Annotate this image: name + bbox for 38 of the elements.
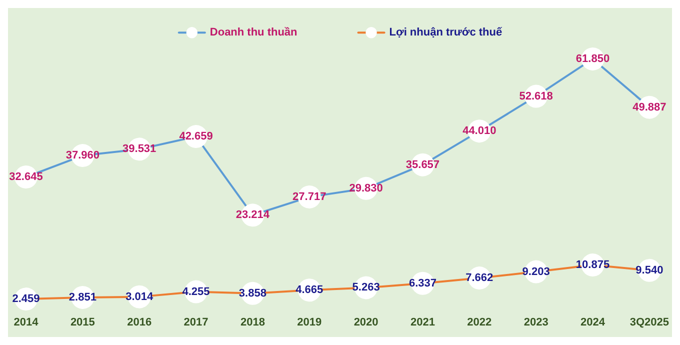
data-label: 39.531: [122, 143, 156, 156]
data-label: 7.662: [466, 272, 494, 284]
x-tick-label: 3Q2025: [630, 316, 670, 328]
x-tick-label: 2018: [240, 316, 265, 328]
data-label: 29.830: [349, 182, 383, 194]
data-label: 5.263: [352, 282, 380, 294]
data-label: 4.255: [182, 286, 210, 298]
x-tick-label: 2015: [70, 316, 95, 328]
data-label: 3.858: [238, 287, 266, 300]
data-label: 32.645: [9, 171, 43, 184]
x-tick-label: 2022: [467, 316, 492, 328]
legend-label: Doanh thu thuần: [210, 26, 298, 39]
x-tick-label: 2024: [580, 316, 606, 328]
data-label: 44.010: [462, 125, 496, 138]
data-label: 27.717: [292, 190, 326, 203]
x-tick-label: 2019: [297, 316, 322, 328]
x-tick-label: 2023: [524, 316, 548, 328]
data-label: 3.014: [126, 290, 154, 303]
data-label: 2.851: [68, 291, 96, 304]
data-label: 61.850: [576, 52, 610, 65]
data-label: 42.659: [179, 130, 213, 143]
data-label: 37.960: [66, 150, 100, 162]
data-label: 9.540: [636, 264, 664, 276]
data-label: 35.657: [406, 158, 440, 171]
x-tick-label: 2014: [14, 316, 40, 328]
data-label: 52.618: [519, 90, 553, 102]
legend-label: Lợi nhuận trước thuế: [389, 26, 503, 39]
data-label: 2.459: [12, 293, 40, 306]
data-label: 49.887: [632, 101, 666, 114]
x-tick-label: 2017: [184, 316, 208, 328]
x-tick-label: 2016: [127, 316, 152, 328]
data-label: 6.337: [408, 277, 436, 290]
data-label: 4.665: [296, 284, 324, 296]
data-label: 10.875: [576, 259, 610, 272]
x-tick-label: 2021: [410, 316, 435, 328]
x-tick-label: 2020: [354, 316, 378, 328]
data-label: 23.214: [236, 209, 270, 222]
data-label: 9.203: [522, 266, 550, 278]
